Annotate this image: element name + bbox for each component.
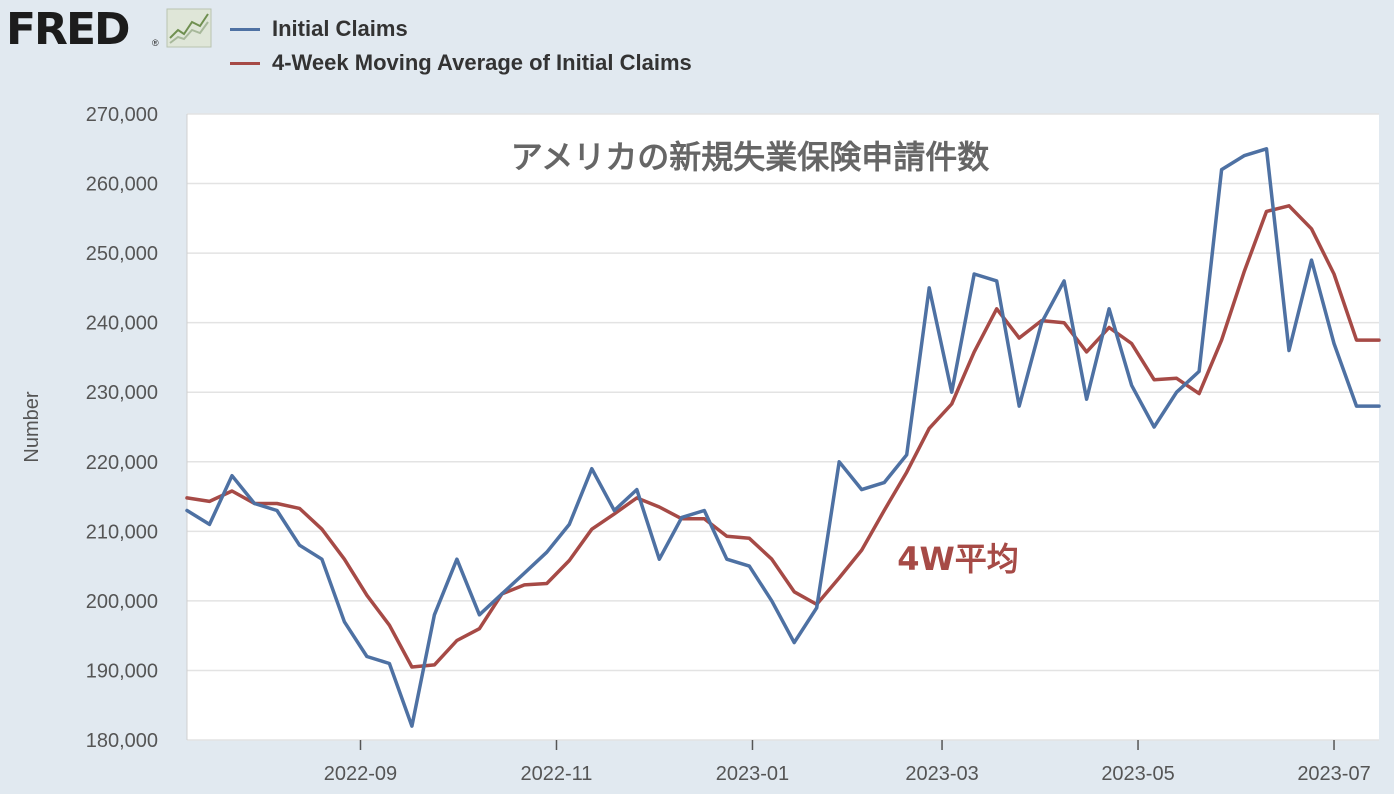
registered-mark: ® [152, 38, 159, 48]
fred-logo[interactable]: FRED [6, 4, 131, 55]
x-tick-label: 2023-05 [1101, 763, 1174, 785]
chart-title: アメリカの新規失業保険申請件数 [511, 138, 990, 176]
legend-item-initial-claims[interactable]: Initial Claims [230, 16, 408, 42]
y-tick-label: 230,000 [86, 382, 158, 404]
y-tick-label: 180,000 [86, 730, 158, 752]
y-tick-label: 200,000 [86, 591, 158, 613]
y-tick-label: 240,000 [86, 313, 158, 335]
plot-area [187, 114, 1379, 740]
y-tick-label: 190,000 [86, 660, 158, 682]
annotation-4w-average: 4W平均 [897, 540, 1019, 578]
y-tick-label: 260,000 [86, 174, 158, 196]
y-tick-label: 220,000 [86, 452, 158, 474]
legend-swatch [230, 27, 260, 31]
series-line-initial-claims [185, 147, 1381, 728]
legend-item-moving-average[interactable]: 4-Week Moving Average of Initial Claims [230, 50, 692, 76]
header: FRED ® Initial Claims 4-Week Moving Aver… [0, 0, 1394, 90]
y-tick-label: 250,000 [86, 243, 158, 265]
line-chart-icon [166, 8, 212, 48]
grid-lines [187, 113, 1379, 741]
legend-label: 4-Week Moving Average of Initial Claims [272, 50, 692, 75]
x-tick-label: 2022-09 [324, 763, 397, 785]
x-tick-label: 2023-03 [905, 763, 978, 785]
x-tick-label: 2023-07 [1297, 763, 1370, 785]
y-tick-label: 210,000 [86, 521, 158, 543]
y-tick-label: 270,000 [86, 104, 158, 126]
series-line-moving-average [185, 204, 1381, 669]
series-lines [185, 147, 1381, 728]
legend-label: Initial Claims [272, 16, 408, 41]
y-axis-label: Number [21, 391, 43, 462]
axes: 180,000 190,000 200,000 210,000 220,000 230,0… [86, 104, 1371, 785]
x-tick-label: 2023-01 [716, 763, 789, 785]
x-tick-label: 2022-11 [521, 763, 593, 785]
legend-swatch [230, 61, 260, 65]
